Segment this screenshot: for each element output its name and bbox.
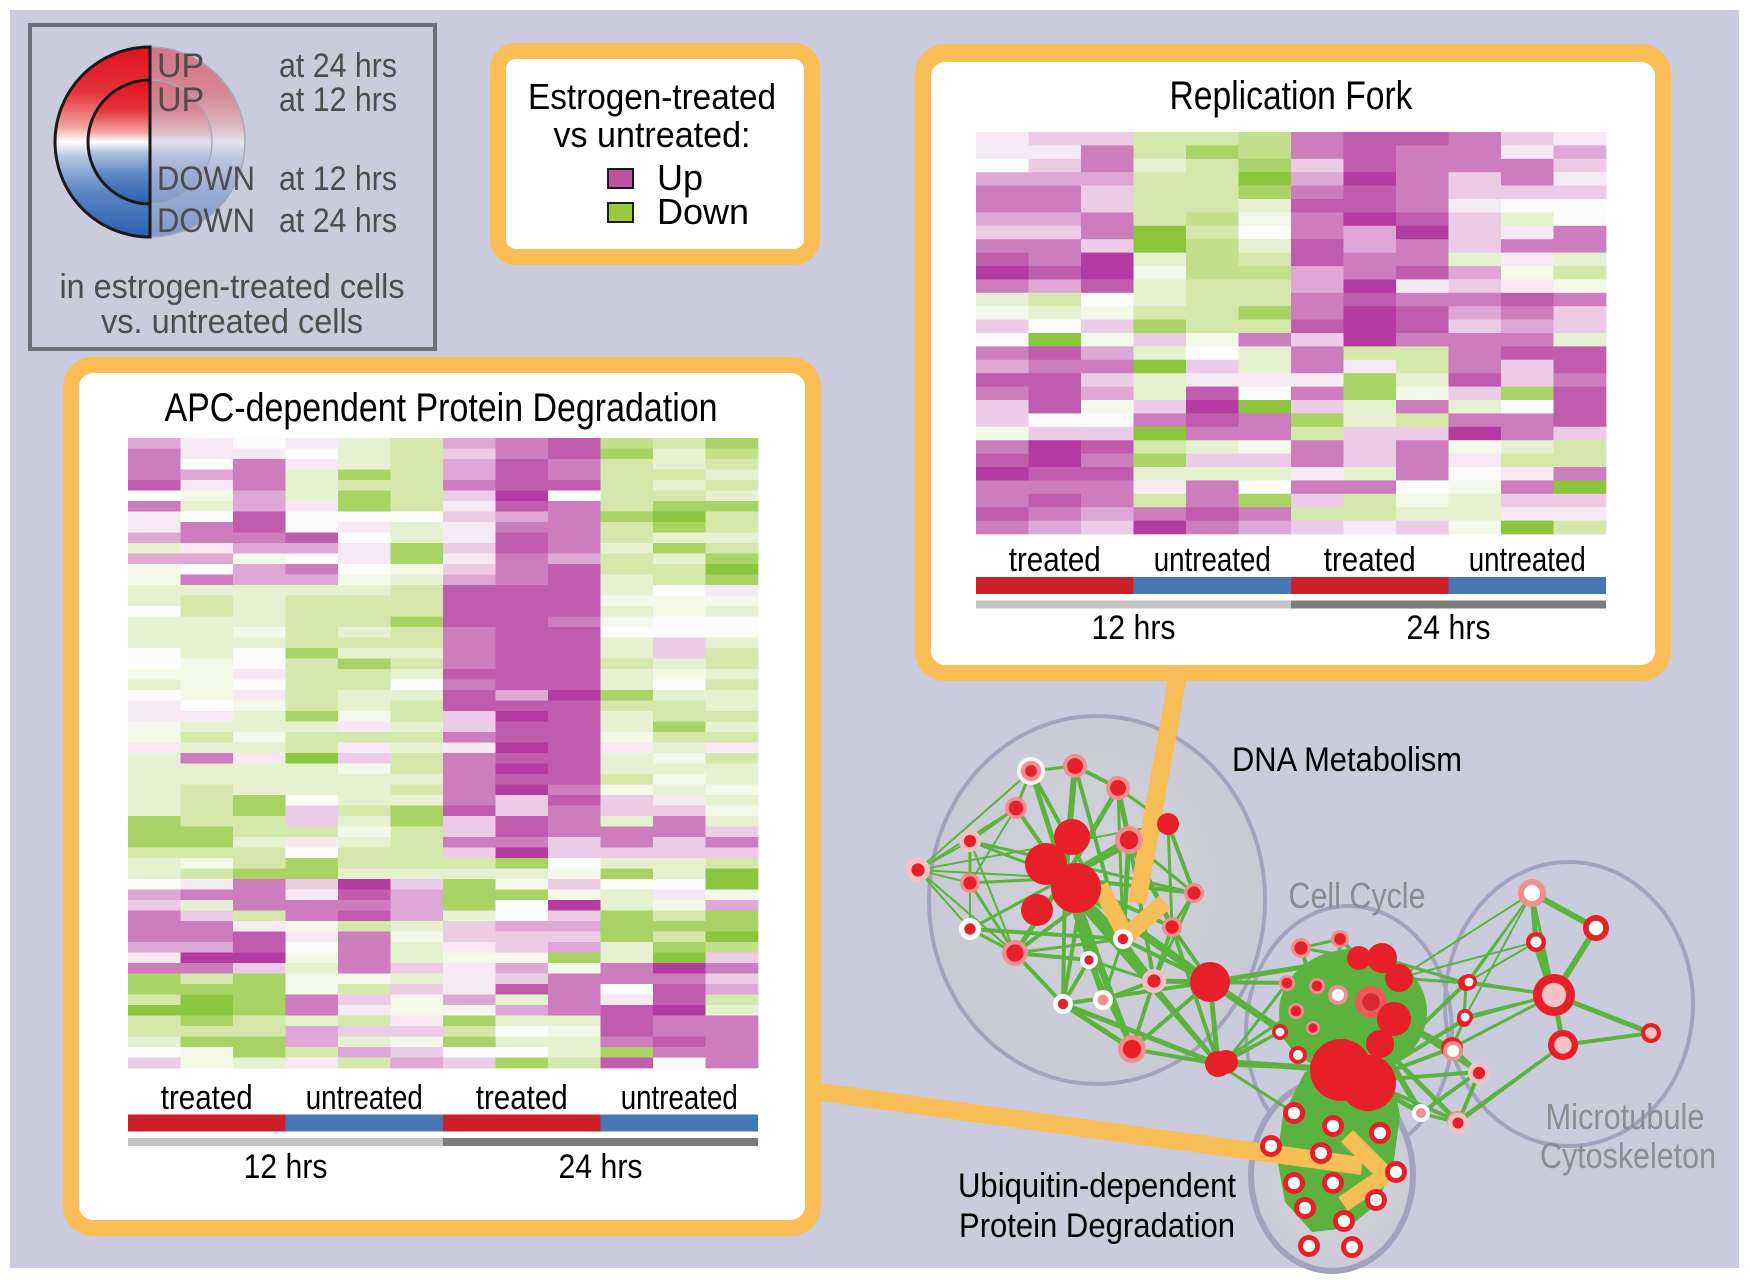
svg-text:UP: UP <box>157 81 204 119</box>
svg-text:in estrogen-treated cells: in estrogen-treated cells <box>60 268 405 306</box>
svg-text:at 24 hrs: at 24 hrs <box>279 47 397 85</box>
svg-text:at 12 hrs: at 12 hrs <box>279 160 397 198</box>
svg-text:DNA Metabolism: DNA Metabolism <box>1232 741 1462 779</box>
svg-text:12 hrs: 12 hrs <box>244 1148 328 1186</box>
svg-text:Ubiquitin-dependent: Ubiquitin-dependent <box>958 1167 1237 1205</box>
svg-text:24 hrs: 24 hrs <box>559 1148 643 1186</box>
svg-text:Replication Fork: Replication Fork <box>1170 74 1414 118</box>
svg-text:DOWN: DOWN <box>157 160 255 198</box>
svg-text:12 hrs: 12 hrs <box>1092 609 1176 647</box>
svg-text:Up: Up <box>657 157 703 198</box>
svg-text:untreated: untreated <box>1469 541 1586 579</box>
svg-text:untreated: untreated <box>621 1079 738 1117</box>
svg-text:vs untreated:: vs untreated: <box>554 114 751 155</box>
svg-text:24 hrs: 24 hrs <box>1407 609 1491 647</box>
svg-text:Cell Cycle: Cell Cycle <box>1289 875 1426 916</box>
svg-text:Cytoskeleton: Cytoskeleton <box>1540 1135 1716 1176</box>
svg-text:Microtubule: Microtubule <box>1546 1096 1705 1137</box>
svg-text:untreated: untreated <box>306 1079 423 1117</box>
svg-text:DOWN: DOWN <box>157 202 255 240</box>
svg-text:Down: Down <box>657 191 749 232</box>
svg-text:UP: UP <box>157 47 204 85</box>
svg-text:vs. untreated cells: vs. untreated cells <box>101 303 363 341</box>
svg-text:treated: treated <box>161 1079 253 1117</box>
svg-text:at 12 hrs: at 12 hrs <box>279 81 397 119</box>
svg-text:Protein Degradation: Protein Degradation <box>959 1207 1235 1245</box>
svg-text:treated: treated <box>1009 541 1101 579</box>
svg-text:untreated: untreated <box>1154 541 1271 579</box>
svg-text:APC-dependent Protein Degradat: APC-dependent Protein Degradation <box>165 386 718 430</box>
svg-text:treated: treated <box>1324 541 1416 579</box>
svg-text:treated: treated <box>476 1079 568 1117</box>
svg-text:Estrogen-treated: Estrogen-treated <box>528 76 776 117</box>
svg-text:at 24 hrs: at 24 hrs <box>279 202 397 240</box>
